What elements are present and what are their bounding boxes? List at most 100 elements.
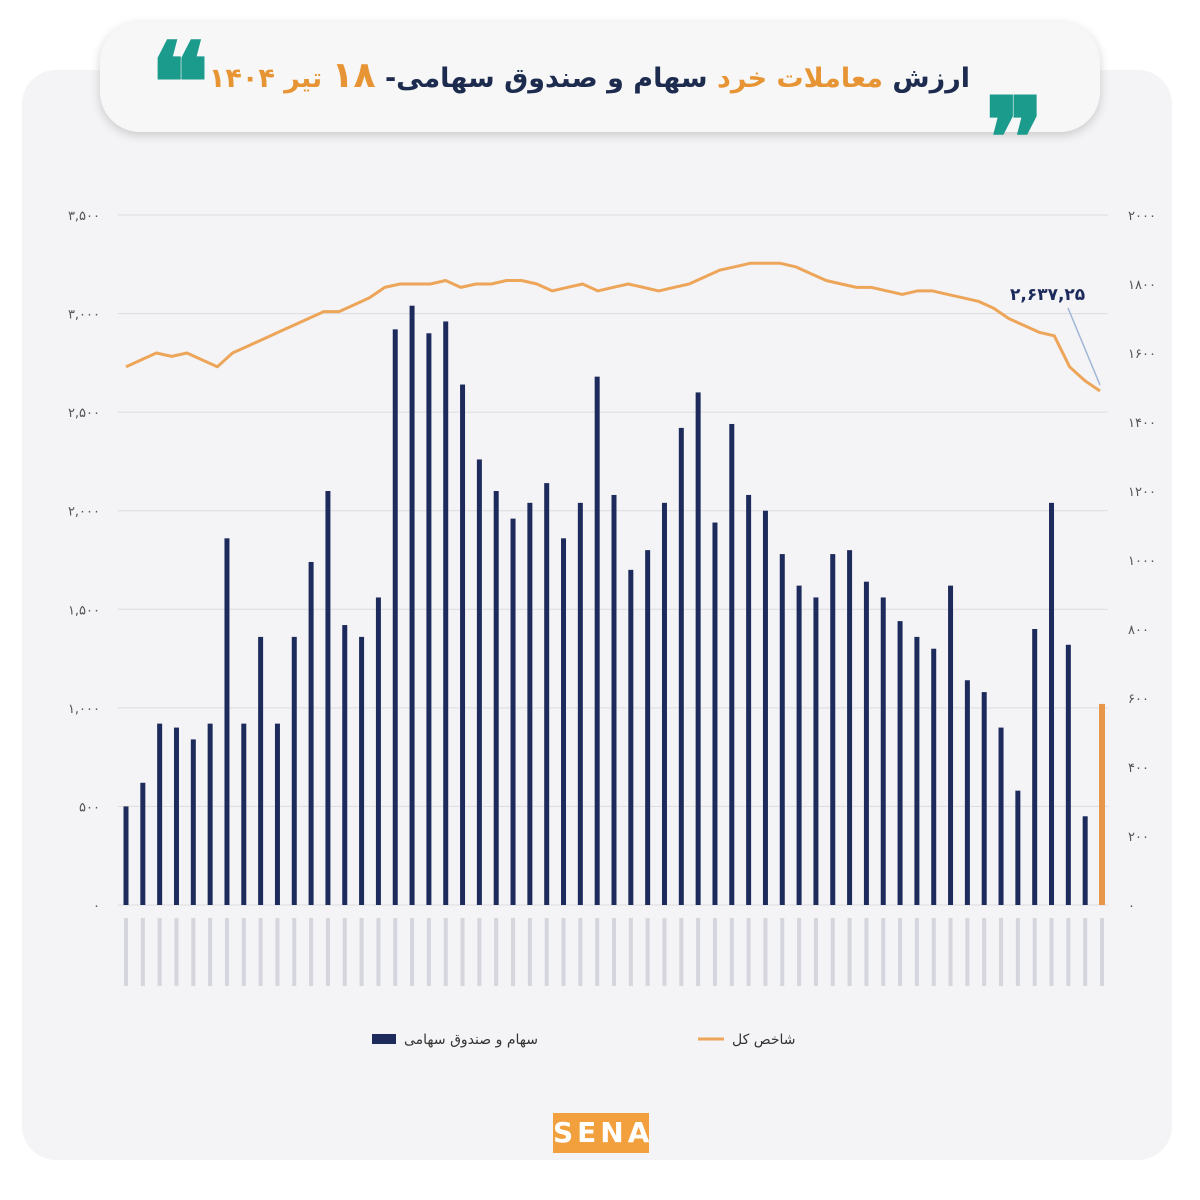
x-tick-label	[410, 918, 415, 986]
bar	[375, 597, 381, 905]
left-axis-tick-label: ۵۰۰	[79, 800, 100, 815]
right-axis-tick-label: ۴۰۰	[1128, 761, 1149, 776]
bar	[594, 376, 600, 906]
bar	[746, 494, 752, 905]
x-tick-label	[393, 918, 398, 986]
bar	[443, 321, 449, 905]
x-tick-label	[157, 918, 162, 986]
title-part-3: سهام و صندوق سهامی-	[384, 63, 708, 94]
bar	[695, 392, 701, 905]
x-tick-label	[679, 918, 684, 986]
x-tick-label	[847, 918, 852, 986]
x-tick-label	[662, 918, 667, 986]
bar	[762, 510, 768, 905]
last-value-label: ۲,۶۳۷,۲۵	[1010, 285, 1085, 305]
title-part-4: ۱۸	[331, 55, 376, 96]
x-tick-label	[712, 918, 717, 986]
right-axis-tick-label: ۶۰۰	[1128, 692, 1149, 707]
x-tick-label	[292, 918, 297, 986]
bar	[308, 561, 314, 905]
legend-label-bar: سهام و صندوق سهامی	[404, 1032, 538, 1048]
left-axis-tick-label: ۱,۵۰۰	[68, 603, 100, 618]
bar	[527, 502, 533, 905]
bar	[661, 502, 667, 905]
x-tick-label	[460, 918, 465, 986]
bar	[460, 384, 466, 905]
x-tick-label	[830, 918, 835, 986]
x-tick-label	[595, 918, 600, 986]
right-axis-tick-label: ۱۴۰۰	[1128, 416, 1156, 431]
bar	[914, 636, 920, 905]
x-tick-label	[914, 918, 919, 986]
bar	[948, 585, 954, 905]
bar	[207, 723, 213, 905]
x-tick-label	[696, 918, 701, 986]
bar	[645, 550, 651, 905]
annotation-leader-line	[1067, 307, 1101, 386]
x-tick-label	[864, 918, 869, 986]
x-tick-label	[208, 918, 213, 986]
bar	[140, 782, 146, 905]
bar	[880, 597, 886, 905]
x-tick-label	[544, 918, 549, 986]
x-tick-label	[224, 918, 229, 986]
left-axis-tick-label: ۳,۵۰۰	[68, 209, 100, 224]
left-axis-tick-label: ۱,۰۰۰	[68, 702, 100, 717]
bar	[1015, 790, 1021, 905]
right-axis-tick-label: ۱۶۰۰	[1128, 347, 1156, 362]
bar	[779, 554, 785, 905]
bar	[510, 518, 516, 905]
title-part-1: ارزش	[892, 63, 970, 94]
left-axis-tick-label: ۲,۵۰۰	[68, 406, 100, 421]
open-quote-icon: ❝	[150, 18, 210, 147]
x-tick-label	[477, 918, 482, 986]
x-tick-label	[578, 918, 583, 986]
x-tick-label	[1032, 918, 1037, 986]
bar	[729, 423, 735, 905]
x-tick-label	[965, 918, 970, 986]
index-line	[125, 261, 1101, 393]
bar	[847, 550, 853, 905]
x-tick-label	[1100, 918, 1104, 986]
x-tick-label	[763, 918, 768, 986]
bar	[964, 680, 970, 905]
bar	[190, 739, 196, 905]
x-tick-label	[511, 918, 516, 986]
x-tick-label	[898, 918, 903, 986]
x-tick-label	[342, 918, 347, 986]
x-tick-label	[881, 918, 886, 986]
bar	[712, 522, 718, 905]
x-tick-label	[174, 918, 179, 986]
x-tick-label	[191, 918, 196, 986]
bar	[813, 597, 819, 905]
left-axis-tick-label: ۳,۰۰۰	[68, 308, 100, 323]
bar	[678, 427, 684, 905]
title-part-2: معاملات خرد	[717, 63, 883, 94]
x-tick-label	[746, 918, 751, 986]
x-tick-label	[309, 918, 314, 986]
bar	[409, 305, 415, 906]
right-axis-tick-label: ۰	[1128, 899, 1135, 914]
x-tick-label	[645, 918, 650, 986]
bar	[157, 723, 163, 905]
x-tick-label	[325, 918, 330, 986]
bar	[291, 636, 297, 905]
x-tick-label	[359, 918, 364, 986]
x-tick-label	[1015, 918, 1020, 986]
right-axis-tick-label: ۱۰۰۰	[1128, 554, 1156, 569]
bar	[224, 538, 230, 905]
right-axis-tick-label: ۱۸۰۰	[1128, 278, 1156, 293]
page-title: ارزش معاملات خرد سهام و صندوق سهامی- ۱۸ …	[209, 48, 970, 104]
bar	[577, 502, 583, 905]
x-tick-label	[140, 918, 145, 986]
bar	[493, 491, 499, 905]
x-tick-label	[443, 918, 448, 986]
bar	[796, 585, 802, 905]
bar	[628, 569, 634, 905]
bar	[241, 723, 247, 905]
bar	[544, 483, 550, 905]
left-axis-tick-label: ۲,۰۰۰	[68, 505, 100, 520]
bar	[1032, 629, 1038, 905]
x-tick-label	[426, 918, 431, 986]
